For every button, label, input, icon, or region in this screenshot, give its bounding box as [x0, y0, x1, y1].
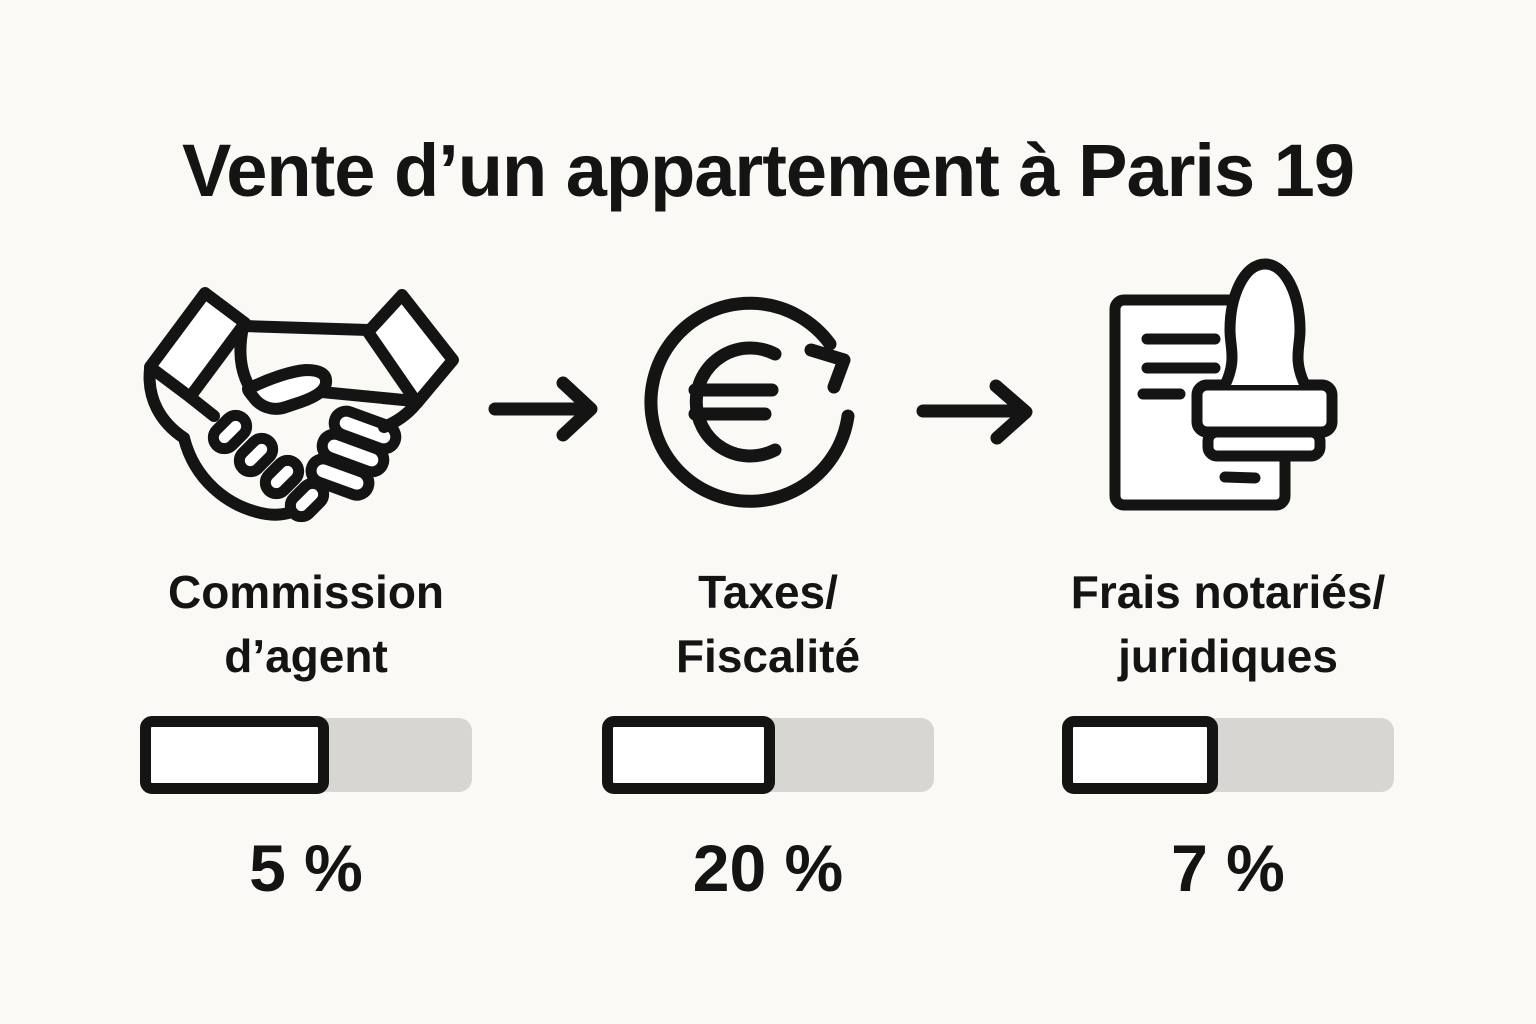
arrow-right-svg — [916, 379, 1033, 445]
step-column-notaire: Frais notariés/ juridiques 7 % — [1018, 0, 1438, 1024]
step-label: Commission d’agent — [96, 560, 516, 689]
document-stamp-svg — [1109, 258, 1338, 511]
progress-bar — [1062, 716, 1394, 794]
handshake-icon — [134, 286, 470, 534]
handshake-icon-svg — [143, 287, 459, 523]
step-label-line-2: Fiscalité — [675, 630, 861, 683]
euro-cycle-icon — [643, 290, 859, 514]
infographic-title: Vente d’un appartement à Paris 19 — [182, 128, 1355, 212]
step-label-line-1: Taxes/ — [698, 566, 838, 618]
progress-bar — [140, 716, 472, 794]
percentage-value: 20 % — [692, 831, 844, 905]
arrow-right-svg — [488, 376, 598, 442]
step-label-line-2: d’agent — [224, 630, 388, 683]
euro-cycle-svg — [644, 296, 855, 508]
step-column-commission: Commission d’agent 5 % — [96, 0, 516, 1024]
percentage-value: 5 % — [249, 831, 363, 905]
step-label: Frais notariés/ juridiques — [1018, 560, 1438, 689]
percentage-value: 7 % — [1171, 831, 1285, 905]
progress-bar — [602, 716, 934, 794]
arrow-right-icon — [486, 362, 598, 454]
step-label-line-2: juridiques — [1118, 630, 1338, 683]
document-stamp-icon — [1106, 254, 1338, 516]
progress-bar-fill — [140, 716, 330, 794]
step-column-taxes: Taxes/ Fiscalité 20 % — [558, 0, 978, 1024]
arrow-right-icon — [914, 364, 1034, 456]
step-label-line-1: Commission — [167, 566, 445, 618]
progress-bar-fill — [602, 716, 775, 794]
progress-bar-fill — [1062, 716, 1219, 794]
step-label: Taxes/ Fiscalité — [558, 560, 978, 689]
step-label-line-1: Frais notariés/ — [1070, 566, 1386, 618]
